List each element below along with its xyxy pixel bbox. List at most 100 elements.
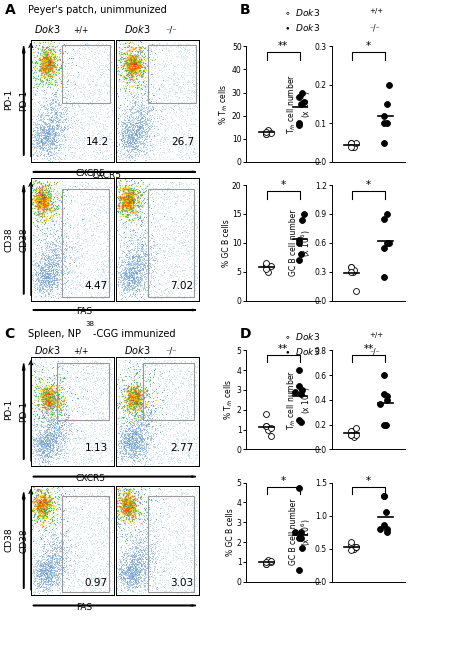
Point (35, 571, 42, 582)
Point (173, 360, 181, 371)
Point (36, 180, 43, 190)
Point (49, 405, 57, 415)
Point (57, 274, 64, 284)
Point (51, 128, 58, 138)
Point (144, 452, 151, 463)
Point (58, 444, 65, 454)
Point (57, 75, 64, 86)
Point (38, 506, 46, 517)
Point (49, 137, 57, 148)
Point (70, 456, 77, 467)
Point (34, 137, 41, 148)
Point (117, 257, 125, 268)
Point (108, 371, 115, 381)
Point (137, 107, 144, 118)
Point (127, 58, 135, 68)
Point (130, 563, 138, 573)
Point (59, 564, 66, 575)
Point (176, 382, 183, 393)
Point (123, 283, 131, 293)
Point (74, 432, 82, 442)
Point (66, 526, 74, 537)
Point (48, 184, 55, 194)
Point (157, 518, 165, 529)
Point (153, 359, 161, 369)
Point (134, 588, 141, 598)
Point (147, 432, 155, 443)
Point (50, 420, 57, 430)
Point (40, 100, 47, 111)
Point (120, 281, 128, 292)
Point (44, 385, 51, 396)
Point (135, 214, 143, 225)
Point (48, 244, 56, 254)
Point (127, 439, 135, 449)
Point (159, 532, 167, 543)
Point (42, 513, 49, 524)
Point (51, 130, 58, 141)
Point (81, 154, 89, 165)
Point (123, 268, 131, 279)
Point (79, 214, 87, 225)
Point (43, 380, 50, 391)
Point (64, 282, 72, 293)
Point (97, 134, 104, 145)
Point (38, 233, 46, 244)
Point (52, 401, 59, 412)
Point (60, 225, 68, 235)
Point (79, 281, 87, 292)
Point (134, 547, 141, 557)
Point (58, 124, 65, 135)
Point (41, 432, 48, 442)
Point (76, 396, 84, 407)
Point (60, 373, 67, 383)
Point (58, 59, 66, 69)
Point (146, 448, 154, 459)
Point (121, 522, 128, 533)
Point (41, 290, 49, 300)
Point (146, 286, 154, 296)
Point (42, 362, 50, 373)
Point (175, 290, 182, 301)
Point (128, 561, 136, 572)
Point (55, 549, 63, 560)
Point (129, 574, 137, 584)
Point (133, 394, 141, 405)
Point (79, 261, 86, 272)
Point (32, 583, 39, 594)
Point (140, 387, 148, 397)
Point (151, 555, 158, 566)
Point (36, 572, 43, 582)
Point (47, 142, 55, 153)
Point (39, 490, 46, 501)
Point (186, 419, 193, 430)
Point (100, 264, 108, 274)
Point (124, 400, 132, 410)
Point (29, 438, 37, 448)
Point (45, 239, 52, 249)
Point (99, 580, 106, 591)
Point (116, 52, 124, 63)
Point (90, 199, 97, 210)
Point (125, 230, 132, 241)
Point (36, 505, 43, 516)
Point (176, 147, 183, 157)
Point (124, 184, 132, 195)
Point (49, 401, 56, 412)
Point (96, 551, 103, 561)
Point (124, 196, 131, 206)
Point (126, 111, 133, 122)
Point (139, 399, 147, 409)
Point (150, 455, 158, 466)
Point (33, 494, 40, 505)
Point (101, 404, 109, 414)
Point (156, 137, 164, 148)
Point (40, 551, 47, 562)
Point (95, 500, 103, 510)
Point (168, 453, 175, 464)
Point (64, 42, 71, 52)
Point (52, 416, 60, 427)
Point (40, 69, 47, 79)
Point (53, 410, 60, 420)
Point (76, 83, 84, 93)
